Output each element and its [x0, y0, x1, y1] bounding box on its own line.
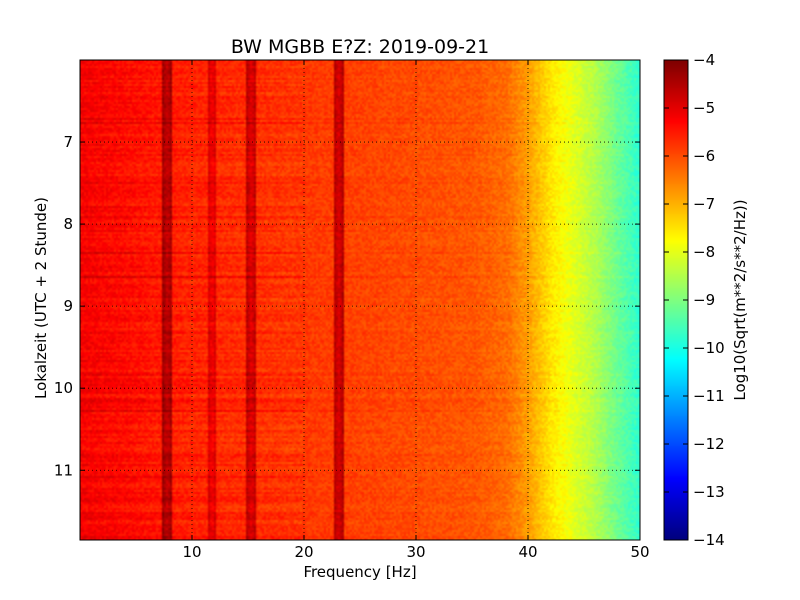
y-axis-label: Lokalzeit (UTC + 2 Stunde) [32, 197, 50, 399]
y-tick-label: 10 [54, 379, 73, 397]
plot-frame [79, 59, 641, 541]
colorbar-tick-label: −13 [693, 483, 725, 501]
colorbar-tick-label: −4 [693, 51, 715, 69]
colorbar-tick-label: −12 [693, 435, 725, 453]
colorbar-tick-label: −6 [693, 147, 715, 165]
y-tick-label: 7 [63, 133, 73, 151]
spectrogram-heatmap [80, 60, 640, 540]
colorbar-ticks: −4 −5 −6 −7 −8 −9 −10 −11 −12 −13 −14 [664, 51, 725, 549]
colorbar-label: Log10(Sqrt(m**2/s**2/Hz)) [731, 199, 749, 400]
x-axis-ticks: 10 20 30 40 50 [182, 60, 650, 561]
x-tick-label: 40 [518, 543, 537, 561]
x-tick-label: 50 [630, 543, 649, 561]
colorbar-tick-label: −7 [693, 195, 715, 213]
chart-title: BW MGBB E?Z: 2019-09-21 [231, 36, 489, 58]
y-tick-label: 8 [63, 215, 73, 233]
colorbar-tick-label: −14 [693, 531, 725, 549]
colorbar-tick-label: −10 [693, 339, 725, 357]
x-tick-label: 10 [182, 543, 201, 561]
y-axis-ticks: 7 8 9 10 11 [54, 133, 640, 479]
y-tick-label: 9 [63, 297, 73, 315]
colorbar-tick-label: −9 [693, 291, 715, 309]
y-tick-label: 11 [54, 461, 73, 479]
x-axis-label: Frequency [Hz] [303, 563, 416, 581]
x-tick-label: 30 [406, 543, 425, 561]
colorbar-tick-label: −5 [693, 99, 715, 117]
colorbar: −4 −5 −6 −7 −8 −9 −10 −11 −12 −13 −14 [663, 51, 725, 549]
colorbar-tick-label: −8 [693, 243, 715, 261]
plot-area: 10 20 30 40 50 7 8 9 10 11 [54, 59, 650, 561]
x-tick-label: 20 [294, 543, 313, 561]
colorbar-tick-label: −11 [693, 387, 725, 405]
